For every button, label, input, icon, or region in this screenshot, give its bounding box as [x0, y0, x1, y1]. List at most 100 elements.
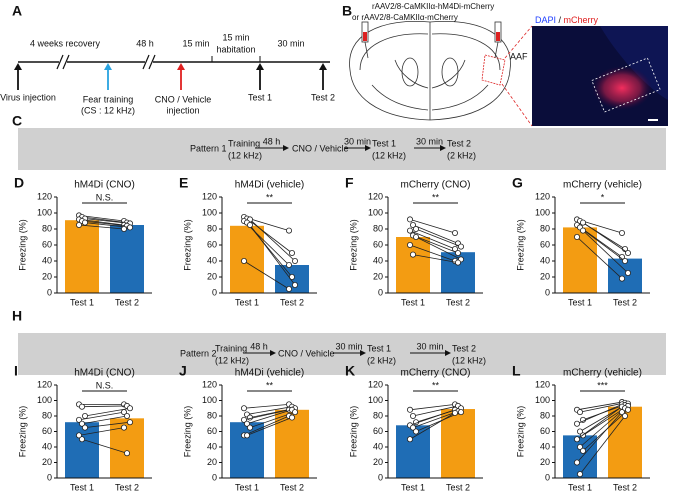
subject-line	[246, 406, 293, 415]
subject-point	[622, 412, 629, 419]
subject-point	[409, 424, 416, 431]
subject-line	[412, 410, 459, 429]
y-tick-label: 120	[202, 379, 217, 389]
syringes	[361, 21, 502, 59]
panel-letter: D	[14, 175, 24, 191]
subject-line	[409, 403, 456, 411]
subject-point	[625, 249, 632, 256]
x-tick-label: Test 2	[613, 482, 637, 492]
virus-label: rAAV2/8-CaMKIIα-hM4Di-mCherry	[372, 2, 494, 11]
x-tick-label: Test 1	[401, 297, 425, 307]
subject-line	[249, 219, 296, 262]
bar	[110, 418, 144, 478]
subject-line	[84, 421, 131, 429]
subject-point	[243, 432, 250, 439]
bar	[441, 409, 475, 478]
significance-label: **	[432, 192, 440, 202]
subject-point	[76, 221, 83, 228]
x-tick-label: Test 2	[115, 297, 139, 307]
subject-point	[121, 424, 128, 431]
subject-point	[580, 227, 587, 234]
bar	[65, 220, 99, 293]
y-axis-label: Freezing (%)	[348, 406, 358, 458]
subject-point	[580, 447, 587, 454]
subject-point	[76, 416, 83, 423]
y-tick-label: 20	[540, 271, 550, 281]
subject-line	[412, 254, 459, 263]
y-tick-label: 120	[202, 191, 217, 201]
y-tick-label: 120	[535, 379, 550, 389]
break-mark	[148, 54, 156, 70]
x-tick-label: Test 1	[70, 297, 94, 307]
y-tick-label: 40	[42, 441, 52, 451]
significance-label: **	[266, 192, 274, 202]
y-axis-label: Freezing (%)	[17, 219, 27, 271]
y-tick-label: 20	[373, 271, 383, 281]
subject-point	[406, 216, 413, 223]
pattern-step: (12 kHz)	[215, 355, 249, 365]
y-tick-label: 20	[373, 457, 383, 467]
interval-label: 48 h	[263, 136, 281, 146]
y-axis-label: Freezing (%)	[182, 406, 192, 458]
y-tick-label: 80	[540, 223, 550, 233]
event-label: Test 1	[248, 92, 272, 102]
subject-point	[288, 249, 295, 256]
subject-line	[409, 244, 456, 262]
subject-point	[406, 227, 413, 234]
subject-point	[246, 414, 253, 421]
subject-point	[79, 420, 86, 427]
subject-point	[619, 275, 626, 282]
pattern-step: Test 2	[452, 343, 476, 353]
x-tick-label: Test 2	[446, 297, 470, 307]
y-tick-label: 60	[373, 239, 383, 249]
pattern-step: Test 1	[372, 138, 396, 148]
x-tick-label: Test 2	[280, 297, 304, 307]
interval-label: habitation	[216, 44, 255, 54]
bar	[608, 258, 642, 293]
subject-line	[243, 415, 290, 436]
event-label: injection	[166, 105, 199, 115]
break-mark	[56, 54, 64, 70]
subject-line	[81, 438, 128, 454]
y-axis-label: Freezing (%)	[515, 219, 525, 271]
break-mark	[142, 54, 150, 70]
pattern-step: Test 1	[367, 343, 391, 353]
subject-point	[79, 403, 86, 410]
y-tick-label: 0	[47, 472, 52, 482]
pattern-step: Training	[228, 138, 260, 148]
subject-point	[288, 414, 295, 421]
event-label: (CS : 12 kHz)	[81, 105, 135, 115]
interval-label: 4 weeks recovery	[30, 38, 101, 48]
subject-point	[622, 257, 629, 264]
subject-line	[415, 236, 462, 260]
chart-title: hM4Di (CNO)	[74, 180, 135, 191]
subject-point	[124, 450, 131, 457]
y-axis-label: Freezing (%)	[515, 406, 525, 458]
y-tick-label: 80	[207, 223, 217, 233]
event-label: Test 2	[311, 92, 335, 102]
subject-line	[576, 404, 623, 425]
y-tick-label: 20	[42, 271, 52, 281]
subject-line	[243, 403, 290, 409]
subject-line	[409, 412, 456, 440]
significance-label: N.S.	[96, 380, 114, 390]
x-tick-label: Test 1	[70, 482, 94, 492]
pattern-step: (2 kHz)	[367, 355, 396, 365]
chart-title: mCherry (CNO)	[401, 180, 471, 191]
interval-label: 30 min	[416, 136, 443, 146]
panel-letter: F	[345, 175, 354, 191]
subject-point	[577, 428, 584, 435]
bar	[396, 237, 430, 293]
event-arrowhead	[177, 63, 185, 70]
y-tick-label: 100	[368, 207, 383, 217]
panel-letter: G	[512, 175, 523, 191]
subject-line	[579, 402, 626, 413]
subject-line	[81, 405, 128, 408]
y-tick-label: 0	[212, 287, 217, 297]
subject-line	[243, 409, 290, 421]
subject-line	[412, 405, 459, 417]
y-tick-label: 80	[42, 410, 52, 420]
subject-line	[415, 228, 462, 247]
subject-point	[240, 416, 247, 423]
chart-title: mCherry (vehicle)	[563, 368, 642, 379]
